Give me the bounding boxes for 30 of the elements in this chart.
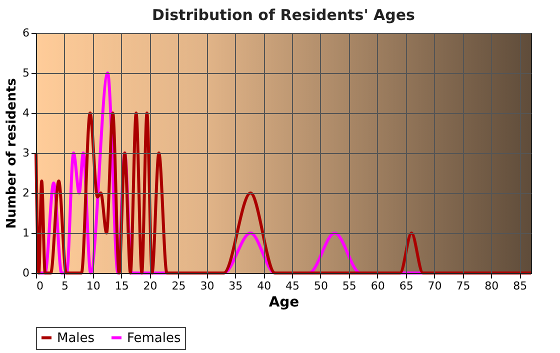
legend-label: Males <box>57 330 95 346</box>
x-tick-label: 35 <box>228 280 243 292</box>
y-tick-label: 2 <box>22 186 30 200</box>
x-tick-label: 0 <box>36 280 44 292</box>
x-tick-label: 10 <box>86 280 100 292</box>
x-tick-label: 65 <box>399 280 414 292</box>
y-tick-label: 4 <box>22 106 30 120</box>
x-tick-label: 25 <box>172 280 186 292</box>
chart-title: Distribution of Residents' Ages <box>152 6 416 24</box>
x-axis-title: Age <box>268 294 300 310</box>
x-tick-label: 50 <box>314 280 328 292</box>
x-tick-label: 45 <box>286 280 300 292</box>
x-tick-label: 5 <box>61 280 68 292</box>
y-axis-title: Number of residents <box>4 78 20 229</box>
x-tick-label: 75 <box>456 280 470 292</box>
x-tick-label: 15 <box>114 280 129 292</box>
legend-label: Females <box>127 330 182 346</box>
y-tick-label: 6 <box>22 26 30 40</box>
y-tick-label: 3 <box>22 146 30 160</box>
x-tick-label: 40 <box>257 280 272 292</box>
x-tick-label: 20 <box>143 280 158 292</box>
y-tick-label: 0 <box>22 266 30 280</box>
x-tick-label: 55 <box>342 280 356 292</box>
y-tick-label: 5 <box>22 66 30 80</box>
x-tick-label: 80 <box>484 280 499 292</box>
x-tick-label: 30 <box>200 280 214 292</box>
x-tick-label: 60 <box>370 280 385 292</box>
y-tick-label: 1 <box>22 226 30 240</box>
x-tick-label: 70 <box>428 280 442 292</box>
x-tick-label: 85 <box>513 280 528 292</box>
